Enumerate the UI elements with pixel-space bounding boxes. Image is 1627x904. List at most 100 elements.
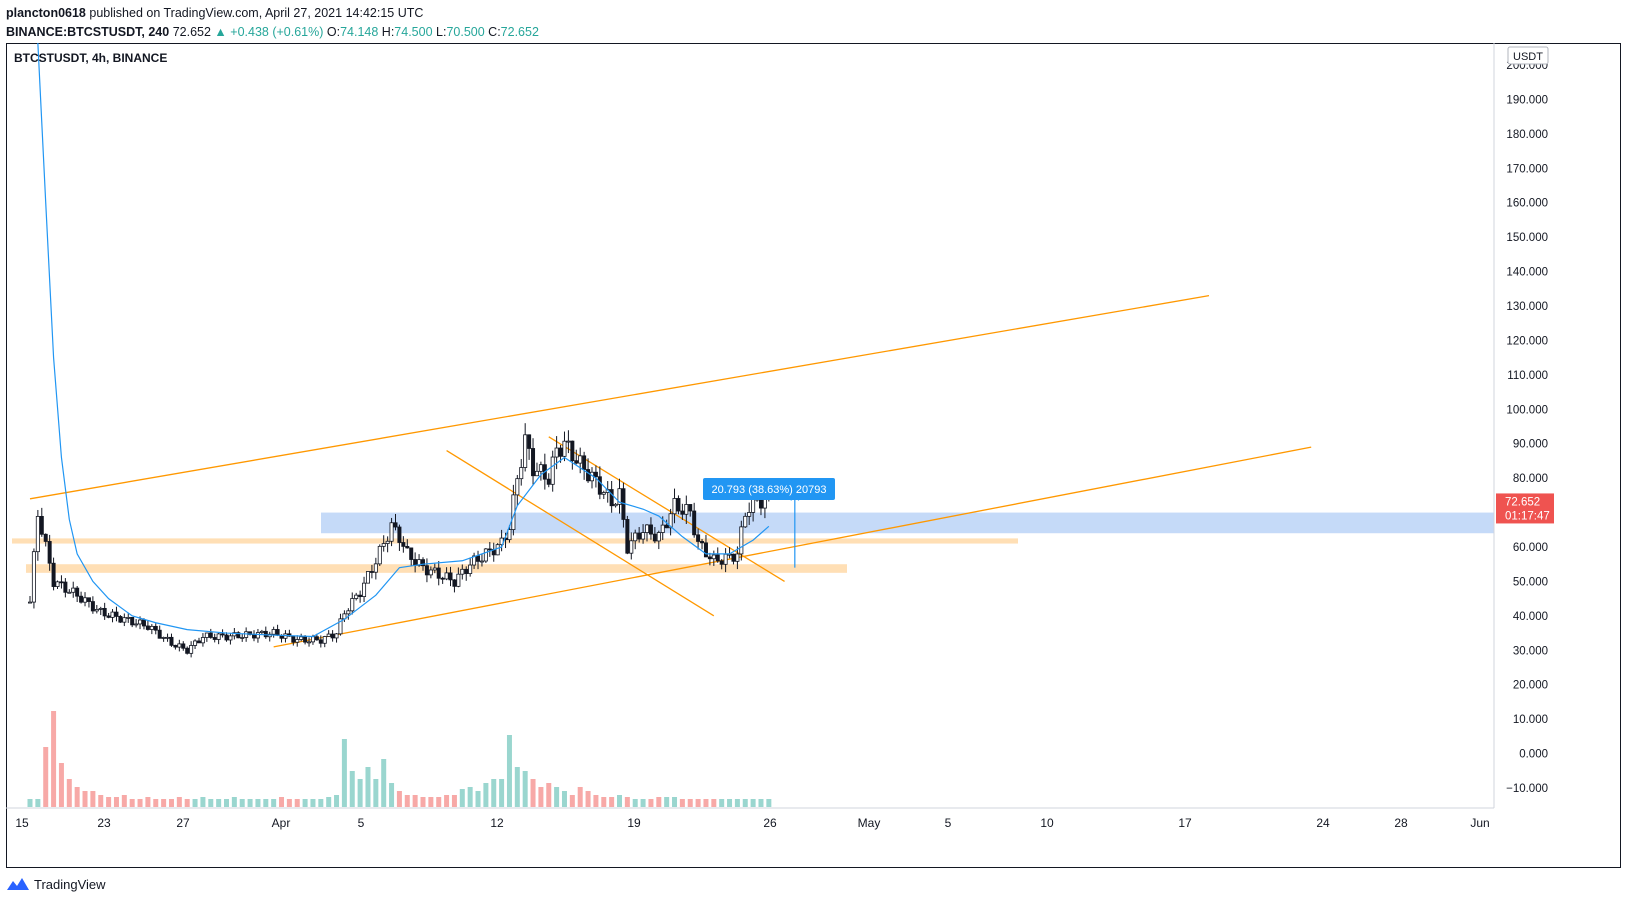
candle — [719, 559, 724, 570]
candle-body — [393, 522, 398, 528]
trendline-upper-channel[interactable] — [29, 295, 1210, 500]
resistance-zone — [321, 512, 1494, 534]
candle-body — [322, 636, 327, 644]
candle — [385, 536, 390, 553]
candle-body — [39, 516, 44, 535]
candle-body — [641, 532, 646, 540]
trendline-falling-wedge-bottom[interactable] — [446, 450, 715, 617]
candle — [574, 449, 579, 465]
candle-body — [476, 555, 481, 562]
candle-body — [149, 625, 154, 630]
candle-body — [358, 594, 363, 597]
candle — [401, 536, 406, 553]
candle-body — [310, 636, 315, 643]
candle-body — [43, 533, 48, 542]
candle — [173, 644, 178, 650]
candle — [204, 632, 209, 642]
candle-body — [75, 587, 80, 597]
volume-bar — [506, 735, 512, 807]
footer-brand[interactable]: TradingView — [6, 876, 106, 892]
currency-badge: USDT — [1513, 51, 1543, 63]
measure-badge — [703, 478, 835, 500]
y-tick-label: 120.000 — [1506, 335, 1548, 347]
candle — [432, 563, 437, 574]
y-tick-label: 110.000 — [1507, 370, 1548, 382]
candle — [743, 512, 748, 528]
candle — [668, 508, 673, 536]
candle — [157, 625, 162, 639]
candle-body — [165, 636, 170, 639]
publisher-name[interactable]: plancton0618 — [6, 6, 86, 20]
volume-bar — [577, 787, 583, 807]
candle-body — [55, 581, 60, 587]
candle — [114, 606, 119, 622]
candle — [444, 567, 449, 581]
chart-frame[interactable] — [6, 43, 1621, 868]
candle — [393, 513, 398, 531]
trendline-lower-channel[interactable] — [273, 446, 1312, 648]
volume-bar — [624, 797, 630, 807]
candle — [177, 639, 182, 652]
moving-average-line — [37, 42, 770, 638]
candle — [389, 517, 394, 547]
candle — [487, 541, 492, 557]
candle — [110, 609, 115, 623]
candle — [106, 612, 111, 619]
candle-body — [134, 623, 139, 626]
candle-body — [244, 631, 249, 638]
candle — [586, 458, 591, 483]
candle — [527, 434, 532, 460]
volume-bar — [412, 795, 418, 807]
candle — [291, 635, 296, 646]
y-tick-label: 60.000 — [1513, 542, 1548, 554]
candle-body — [684, 504, 689, 515]
candle-body — [487, 548, 492, 551]
currency-badge-box[interactable] — [1507, 46, 1549, 65]
candle-body — [703, 542, 708, 558]
candle-body — [330, 633, 335, 639]
candle-body — [106, 615, 111, 618]
volume-bar — [82, 791, 88, 807]
candle-body — [161, 637, 166, 639]
volume-bar — [279, 797, 285, 807]
candle-body — [369, 571, 374, 573]
volume-bar — [436, 797, 442, 807]
volume-bar — [451, 795, 457, 807]
candle — [334, 633, 339, 643]
candle-body — [574, 460, 579, 464]
x-tick-label: Apr — [272, 816, 291, 830]
chart-title: BTCSTUSDT, 4h, BINANCE — [14, 51, 167, 65]
candle-body — [338, 618, 343, 635]
volume-bar — [491, 779, 497, 807]
volume-bar — [585, 791, 591, 807]
candle-body — [193, 640, 198, 646]
candle — [130, 616, 135, 628]
price-chart[interactable]: 20.793 (38.63%) 20793 −10.000 0.000 10.000… — [0, 0, 1627, 870]
candle-body — [648, 524, 653, 535]
candle-body — [546, 478, 551, 485]
close-label: C: — [488, 25, 501, 39]
candle — [562, 431, 567, 462]
candle — [523, 423, 528, 472]
candle — [200, 633, 205, 647]
low-label: L: — [436, 25, 447, 39]
volume-bar — [569, 795, 575, 807]
candle — [51, 557, 56, 591]
volume-bar — [27, 799, 33, 807]
footer-brand-label: TradingView — [34, 876, 106, 892]
candle-body — [440, 577, 445, 580]
volume-bar — [357, 779, 363, 807]
candle — [43, 533, 48, 547]
support-zone-upper — [12, 538, 1018, 544]
candle-body — [739, 526, 744, 555]
candle — [369, 564, 374, 579]
candle — [546, 473, 551, 488]
candle — [181, 641, 186, 651]
candle-body — [468, 564, 473, 574]
candle — [692, 502, 697, 538]
candle-body — [94, 608, 99, 612]
volume-bar — [349, 771, 355, 807]
candle-body — [586, 469, 591, 482]
volume-bar — [664, 797, 670, 807]
candle-body — [291, 635, 296, 643]
